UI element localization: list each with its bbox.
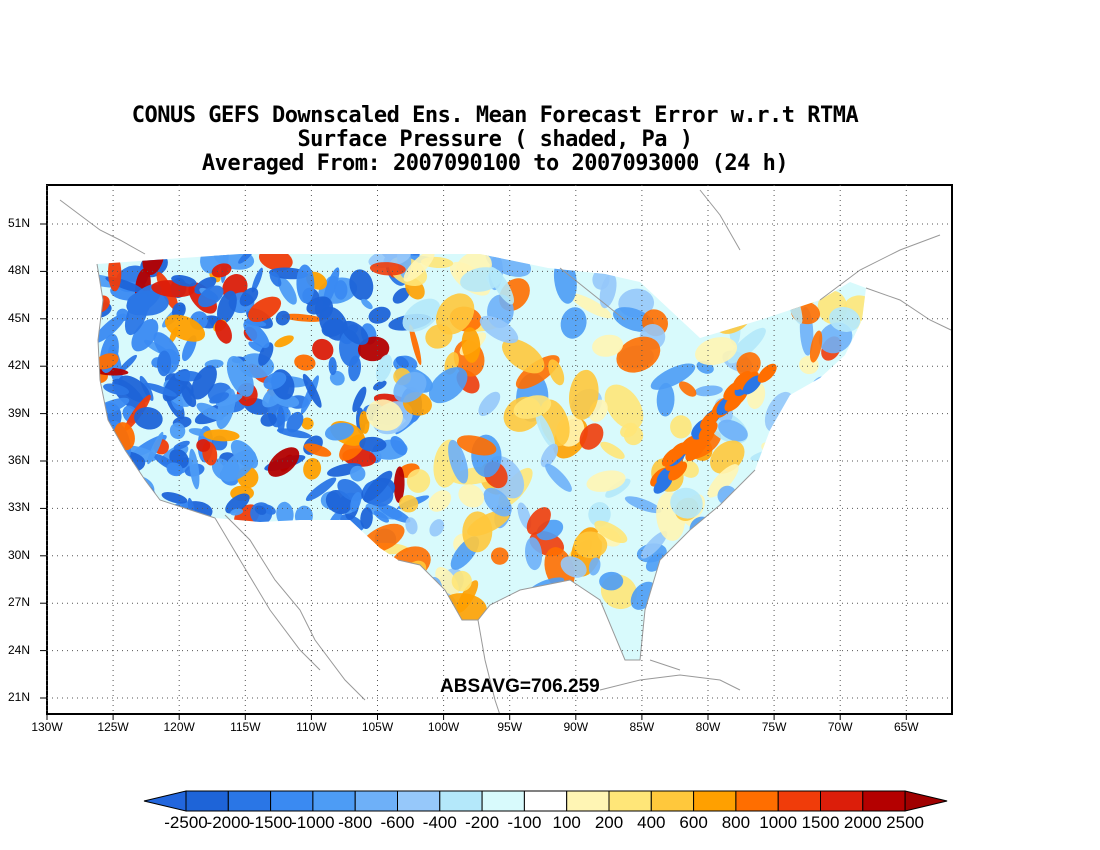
colorbar-label: 800: [721, 813, 751, 832]
colorbar-label: -600: [380, 813, 415, 832]
colorbar-label: -400: [422, 813, 457, 832]
colorbar-label: 200: [594, 813, 624, 832]
gridlines: [40, 185, 952, 720]
colorbar-swatch: [777, 790, 822, 812]
colorbar-swatch: [608, 790, 652, 812]
lat-label: 39N: [8, 405, 31, 420]
lon-label: 125W: [97, 720, 129, 734]
coastlines: [59, 189, 952, 716]
lon-label: 80W: [695, 720, 721, 734]
lon-label: 130W: [31, 720, 63, 734]
colorbar-label: 2000: [843, 813, 882, 832]
absavg-label: ABSAVG=706.259: [440, 676, 600, 697]
colorbar-swatch: [523, 790, 568, 812]
colorbar-swatch: [227, 790, 272, 812]
colorbar-label: 2500: [886, 813, 925, 832]
colorbar-label: -800: [338, 813, 373, 832]
lon-label: 120W: [163, 720, 195, 734]
title-line-2: Surface Pressure ( shaded, Pa ): [297, 127, 693, 152]
lon-label: 75W: [761, 720, 787, 734]
lon-label: 100W: [427, 720, 460, 734]
lon-label: 85W: [629, 720, 655, 734]
lon-label: 110W: [296, 720, 327, 734]
lat-label: 30N: [8, 547, 31, 562]
colorbar-swatch: [270, 790, 314, 812]
colorbar-swatch: [735, 790, 779, 812]
colorbar-swatch: [650, 790, 695, 812]
colorbar-high-arrow: [904, 790, 948, 812]
colorbar-swatch: [481, 790, 525, 812]
colorbar-swatch: [312, 790, 356, 812]
colorbar-label: 1500: [801, 813, 840, 832]
lon-label: 115W: [230, 720, 261, 734]
lon-label: 65W: [893, 720, 919, 734]
colorbar-label: 1000: [759, 813, 798, 832]
colorbar-label: 400: [637, 813, 666, 832]
colorbar-swatch: [185, 790, 229, 812]
lon-label: 105W: [361, 720, 394, 734]
map-frame: [46, 184, 953, 715]
lat-label: 51N: [8, 216, 31, 230]
colorbar-label: 600: [679, 813, 708, 832]
colorbar-swatch: [862, 790, 906, 812]
title-line-1: CONUS GEFS Downscaled Ens. Mean Forecast…: [131, 103, 859, 128]
lat-label: 36N: [8, 453, 31, 467]
colorbar-low-arrow: [143, 790, 187, 812]
lon-label: 70W: [827, 720, 853, 734]
lon-label: 90W: [563, 720, 589, 734]
lat-label: 33N: [8, 500, 31, 515]
colorbar-swatch: [354, 790, 399, 812]
colorbar-swatch: [820, 790, 864, 812]
colorbar-label: -2000: [206, 813, 251, 832]
colorbar-label: -200: [465, 813, 500, 832]
lat-label: 48N: [8, 263, 31, 278]
colorbar: [143, 790, 948, 812]
colorbar-swatch: [693, 790, 737, 812]
lat-label: 21N: [8, 690, 31, 704]
colorbar-label: -1500: [248, 813, 293, 832]
lat-label: 27N: [8, 595, 31, 610]
colorbar-swatch: [566, 790, 610, 812]
lat-label: 42N: [8, 358, 31, 373]
colorbar-swatch: [397, 790, 441, 812]
lat-label: 45N: [8, 310, 31, 325]
lon-label: 95W: [497, 720, 523, 734]
title-line-3: Averaged From: 2007090100 to 2007093000 …: [201, 151, 789, 176]
colorbar-label: -100: [507, 813, 542, 832]
colorbar-label: 100: [552, 813, 581, 832]
colorbar-label: -2500: [164, 813, 208, 832]
colorbar-swatch: [439, 790, 483, 812]
lat-label: 24N: [8, 642, 31, 657]
colorbar-label: -1000: [291, 813, 335, 832]
pressure-error-field: [97, 254, 866, 660]
